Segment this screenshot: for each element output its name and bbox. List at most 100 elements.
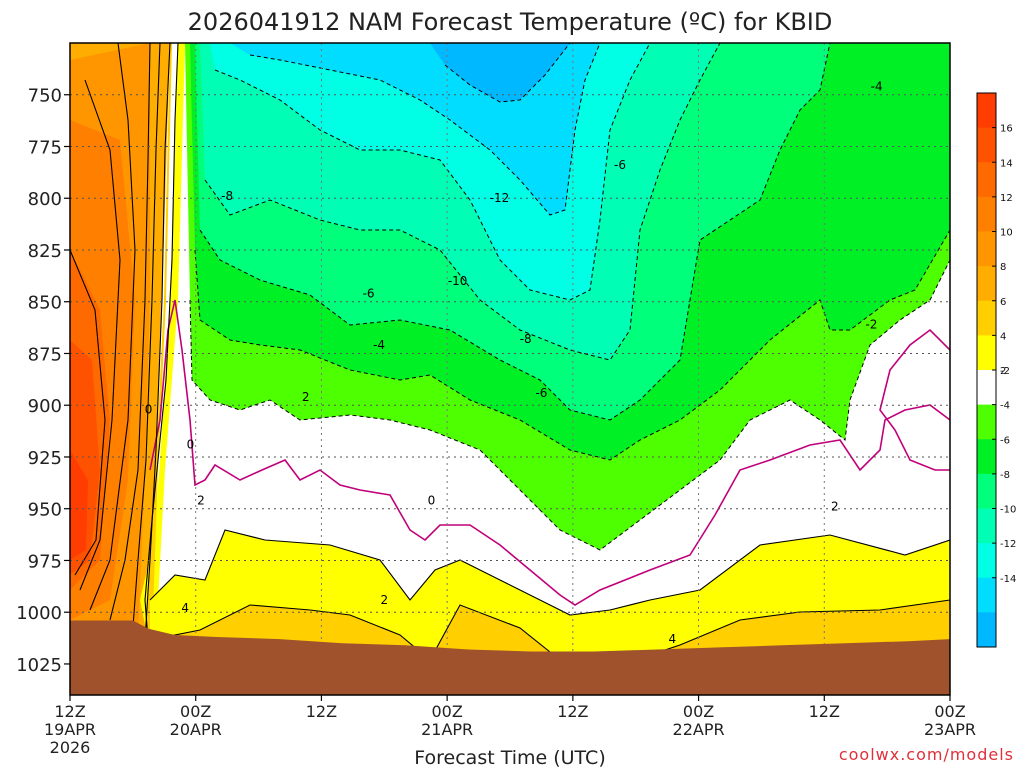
contour-4-front — [144, 43, 171, 641]
region-temp-4-6-front — [140, 43, 172, 640]
y-tick-label-8: 950 — [28, 500, 62, 521]
colorbar-label-9: -4 — [1000, 401, 1010, 412]
contour-minus8 — [204, 43, 721, 361]
contour-14 — [70, 249, 106, 576]
colorbar-bin-3 — [977, 196, 996, 232]
colorbar-label-8: -2 — [1000, 366, 1010, 377]
x-tick-label-6: 12Z — [809, 702, 840, 721]
colorbar-bin-6 — [977, 300, 996, 336]
y-axis: 750 775 800 825 850 875 900 925 950 975 1000 1025 — [16, 86, 70, 676]
x-tick-label-3: 00Z — [431, 702, 462, 721]
colorbar-label-7: 2 — [1000, 366, 1006, 377]
colorbar-bin-15 — [977, 612, 996, 648]
y-tick-label-5: 875 — [28, 344, 62, 365]
x-tick-label-7: 00Z — [934, 702, 965, 721]
colorbar-bin-10 — [977, 439, 996, 475]
colorbar-label-14: -14 — [1000, 574, 1016, 585]
terrain-surface — [70, 620, 950, 695]
colorbar-label-5: 6 — [1000, 297, 1006, 308]
y-tick-label-0: 750 — [28, 86, 62, 107]
y-tick-label-10: 1000 — [16, 603, 62, 624]
contour-label-16: 4 — [181, 601, 189, 615]
contour-label-6: -6 — [535, 386, 547, 400]
colorbar-label-11: -8 — [1000, 470, 1010, 481]
credit-text: coolwx.com/models — [839, 745, 1014, 764]
contour-minus4 — [194, 229, 950, 461]
colorbar-label-4: 8 — [1000, 262, 1006, 273]
contour-label-7: -4 — [373, 338, 385, 352]
colorbar-label-1: 14 — [1000, 158, 1013, 169]
contour-label-2: -8 — [221, 189, 233, 203]
x-tick-date-0: 19APR — [44, 720, 96, 739]
colorbar-label-3: 10 — [1000, 228, 1013, 239]
contour-0-right — [879, 328, 950, 471]
y-tick-label-4: 850 — [28, 293, 62, 314]
colorbar-bin-8 — [977, 370, 996, 406]
contour-label-15: 2 — [831, 500, 839, 514]
y-tick-label-3: 825 — [28, 241, 62, 262]
x-tick-label-1: 00Z — [180, 702, 211, 721]
contour-label-12: 0 — [187, 438, 195, 452]
contour-2-front — [144, 43, 179, 641]
contour-4-low — [149, 599, 950, 666]
colorbar-label-2: 12 — [1000, 193, 1013, 204]
colorbar-bin-1 — [977, 127, 996, 163]
colorbar: 16 14 12 10 8 6 4 2-2 -4 -6 -8 -10 -12 -14 — [976, 92, 1016, 648]
contour-label-9: -2 — [865, 317, 877, 331]
x-tick-label-2: 12Z — [306, 702, 337, 721]
contour-label-3: -8 — [520, 332, 532, 346]
contour-8-front — [109, 43, 151, 621]
colorbar-bin-5 — [977, 266, 996, 302]
contour-label-17: 2 — [380, 593, 388, 607]
contour-label-4: -6 — [363, 286, 375, 300]
contour-label-0: -12 — [490, 191, 510, 205]
colorbar-label-6: 4 — [1000, 331, 1006, 342]
contour-6-front — [131, 43, 161, 641]
y-tick-label-1: 775 — [28, 137, 62, 158]
x-tick-date-1: 20APR — [170, 720, 222, 739]
x-tick-year-0: 2026 — [50, 738, 91, 757]
x-tick-date-5: 22APR — [673, 720, 725, 739]
contour-label-18: 4 — [669, 632, 677, 646]
x-tick-label-4: 12Z — [557, 702, 588, 721]
colorbar-bin-2 — [977, 162, 996, 198]
x-tick-date-7: 23APR — [924, 720, 976, 739]
chart-title: 2026041912 NAM Forecast Temperature (ºC)… — [188, 8, 833, 36]
contour-minus6 — [199, 43, 831, 421]
contour-label-10: 2 — [302, 390, 310, 404]
time-gridlines — [195, 43, 825, 695]
contour-label-8: -4 — [871, 79, 883, 93]
contour-label-11: 0 — [145, 402, 153, 416]
region-temp-16-18 — [70, 450, 88, 560]
y-tick-label-6: 900 — [28, 396, 62, 417]
contour-label-13: 2 — [197, 493, 205, 507]
contour-labels: -12 -10 -8 -8 -6 -6 -6 -4 -4 -2 2 0 0 2 0 2 4 2 4 — [145, 79, 883, 646]
y-tick-label-2: 800 — [28, 189, 62, 210]
contour-10-front — [89, 43, 136, 611]
contour-2-low — [149, 529, 950, 616]
colorbar-label-10: -6 — [1000, 435, 1010, 446]
contour-0-main — [149, 299, 950, 606]
colorbar-label-13: -12 — [1000, 539, 1016, 550]
contour-label-1: -10 — [448, 274, 468, 288]
contour-minus12 — [249, 43, 601, 216]
contour-minus2 — [189, 259, 950, 551]
colorbar-bin-0 — [977, 93, 996, 129]
cold-contours — [189, 43, 950, 551]
contour-label-5: -6 — [614, 158, 626, 172]
colorbar-label-0: 16 — [1000, 124, 1013, 135]
x-axis-title: Forecast Time (UTC) — [414, 747, 605, 768]
colorbar-bin-4 — [977, 231, 996, 267]
colorbar-bin-7 — [977, 335, 996, 371]
plot-frame — [69, 42, 951, 696]
colorbar-label-12: -10 — [1000, 505, 1016, 516]
y-tick-label-7: 925 — [28, 448, 62, 469]
contour-minus14 — [444, 43, 571, 103]
plot-area: -12 -10 -8 -8 -6 -6 -6 -4 -4 -2 2 0 0 2 0 2 4 2 4 — [70, 43, 950, 695]
contour-12 — [79, 79, 121, 591]
x-tick-label-5: 00Z — [683, 702, 714, 721]
colorbar-bin-13 — [977, 543, 996, 579]
colorbar-bin-11 — [977, 473, 996, 509]
region-temp-minus14-minus16 — [430, 43, 570, 102]
